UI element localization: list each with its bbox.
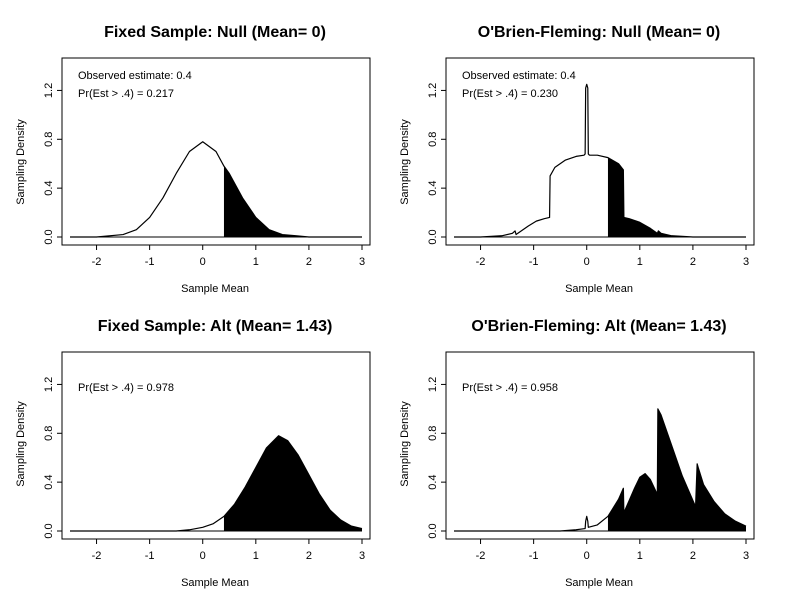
y-tick-label: 0.8 [43, 132, 55, 147]
chart-title: O'Brien-Fleming: Alt (Mean= 1.43) [471, 318, 726, 335]
panel-fixed-null: Fixed Sample: Null (Mean= 0) Sample Mean… [15, 24, 371, 295]
y-tick-label: 0.8 [427, 132, 439, 147]
y-tick-label: 1.2 [43, 83, 55, 98]
x-tick-label: 3 [359, 256, 365, 268]
shaded-tail-area [607, 157, 746, 237]
shaded-tail-area [223, 166, 362, 237]
y-axis-label: Sampling Density [399, 119, 411, 205]
panel-obf-alt: O'Brien-Fleming: Alt (Mean= 1.43) Sample… [399, 318, 755, 589]
y-tick-label: 1.2 [427, 83, 439, 98]
x-tick-label: 1 [637, 550, 643, 562]
x-tick-label: -2 [476, 256, 486, 268]
panel-obf-null: O'Brien-Fleming: Null (Mean= 0) Sample M… [399, 24, 755, 295]
y-tick-label: 0.4 [427, 474, 439, 489]
x-tick-label: 0 [200, 256, 206, 268]
y-tick-label: 0.0 [43, 523, 55, 538]
x-tick-label: 2 [306, 550, 312, 562]
y-tick-label: 1.2 [43, 377, 55, 392]
density-line [454, 83, 746, 238]
y-tick-label: 0.8 [43, 426, 55, 441]
y-axis-label: Sampling Density [399, 401, 411, 487]
annotation-observed-estimate: Observed estimate: 0.4 [78, 70, 192, 82]
x-tick-label: -1 [529, 550, 539, 562]
annotation-probability: Pr(Est > .4) = 0.958 [462, 382, 558, 394]
x-tick-label: 1 [253, 550, 259, 562]
annotation-probability: Pr(Est > .4) = 0.230 [462, 88, 558, 100]
x-tick-label: 2 [306, 256, 312, 268]
annotation-probability: Pr(Est > .4) = 0.217 [78, 88, 174, 100]
x-axis-label: Sample Mean [181, 577, 249, 589]
annotation-observed-estimate: Observed estimate: 0.4 [462, 70, 576, 82]
y-tick-label: 0.4 [43, 474, 55, 489]
chart-title: Fixed Sample: Null (Mean= 0) [104, 24, 326, 41]
x-tick-label: 2 [690, 256, 696, 268]
y-tick-label: 0.0 [43, 229, 55, 244]
chart-title: O'Brien-Fleming: Null (Mean= 0) [478, 24, 721, 41]
x-tick-label: 2 [690, 550, 696, 562]
y-axis-label: Sampling Density [15, 401, 27, 487]
y-axis-label: Sampling Density [15, 119, 27, 205]
density-line [454, 408, 747, 532]
y-tick-label: 1.2 [427, 377, 439, 392]
x-tick-label: -2 [476, 550, 486, 562]
annotation-probability: Pr(Est > .4) = 0.978 [78, 382, 174, 394]
y-tick-label: 0.4 [427, 180, 439, 195]
x-axis-label: Sample Mean [565, 283, 633, 295]
x-tick-label: -1 [145, 256, 155, 268]
density-line [70, 141, 362, 238]
panel-fixed-alt: Fixed Sample: Alt (Mean= 1.43) Sample Me… [15, 318, 371, 589]
y-tick-label: 0.8 [427, 426, 439, 441]
x-tick-label: -1 [145, 550, 155, 562]
x-tick-label: 0 [200, 550, 206, 562]
shaded-tail-area [607, 408, 746, 531]
y-tick-label: 0.4 [43, 180, 55, 195]
x-tick-label: -2 [92, 256, 102, 268]
x-tick-label: 0 [584, 550, 590, 562]
x-tick-label: 3 [743, 256, 749, 268]
y-tick-label: 0.0 [427, 229, 439, 244]
x-tick-label: -2 [92, 550, 102, 562]
x-axis-label: Sample Mean [565, 577, 633, 589]
x-tick-label: 1 [637, 256, 643, 268]
x-axis-label: Sample Mean [181, 283, 249, 295]
chart-title: Fixed Sample: Alt (Mean= 1.43) [98, 318, 333, 335]
density-line [70, 435, 363, 532]
y-tick-label: 0.0 [427, 523, 439, 538]
x-tick-label: 3 [743, 550, 749, 562]
x-tick-label: 3 [359, 550, 365, 562]
x-tick-label: 1 [253, 256, 259, 268]
x-tick-label: -1 [529, 256, 539, 268]
x-tick-label: 0 [584, 256, 590, 268]
